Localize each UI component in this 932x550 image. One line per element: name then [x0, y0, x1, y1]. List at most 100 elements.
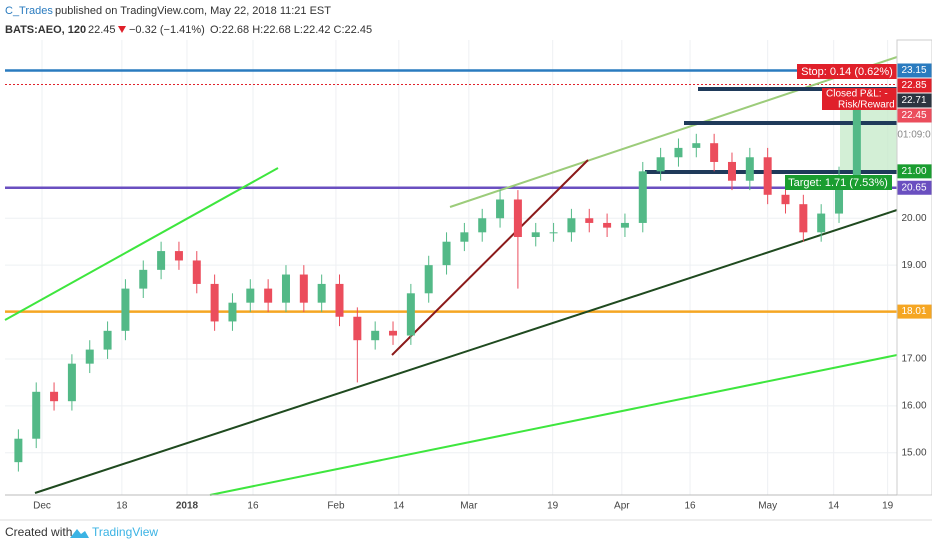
candle-body: [317, 283, 326, 303]
price-axis: [896, 39, 932, 496]
price-tag-label: 22.85: [901, 80, 926, 91]
candle-body: [817, 213, 826, 233]
candle-body: [174, 251, 183, 261]
price-tag: [897, 304, 932, 319]
price-tag: [897, 63, 932, 78]
created-with: Created with: [5, 525, 72, 539]
change: −0.32 (−1.41%): [129, 24, 205, 36]
candle-body: [549, 232, 558, 234]
candle-body: [281, 274, 290, 303]
stop-label: Stop: 0.14 (0.62%): [801, 66, 893, 78]
price-tag-label: 18.01: [901, 306, 926, 317]
candle-body: [299, 274, 308, 303]
price-tag: [897, 93, 932, 108]
target-zone: [840, 101, 897, 172]
y-tick-label: 20.00: [901, 213, 926, 224]
trend-line: [209, 354, 898, 496]
x-tick-label: 19: [547, 501, 559, 512]
x-tick-label: Dec: [33, 501, 51, 512]
price-tag-label: 21.00: [901, 166, 926, 177]
y-tick-label: 15.00: [901, 447, 926, 458]
plot: 15.00 16.00 17.00 19.00 20.00 Dec 18 2018 16 Feb 1…: [4, 40, 932, 512]
trend-line: [391, 159, 589, 356]
price-tag-label: 22.45: [901, 110, 926, 121]
ohlc: O:22.68 H:22.68 L:22.42 C:22.45: [210, 24, 372, 36]
candle-body: [442, 241, 451, 266]
candle-body: [799, 204, 808, 233]
candle-body: [692, 143, 701, 148]
trend-line: [34, 209, 898, 494]
countdown: 01:09:0: [897, 130, 931, 141]
trend-line: [4, 167, 279, 321]
price-tag-label: 23.15: [901, 65, 926, 76]
candle-body: [121, 288, 130, 331]
x-tick-label: 14: [828, 501, 840, 512]
trend-line: [449, 56, 898, 208]
x-tick-label: 16: [684, 501, 696, 512]
x-tick-label: May: [758, 501, 777, 512]
tv-logo: [70, 529, 89, 538]
candle-body: [335, 283, 344, 317]
y-tick-label: 17.00: [901, 354, 926, 365]
pnl-label: Closed P&L: -: [826, 89, 888, 100]
price-tag: [897, 108, 932, 123]
x-tick-label: 16: [247, 501, 259, 512]
candle-body: [603, 222, 612, 228]
candle-body: [852, 105, 861, 177]
candle-body: [763, 157, 772, 195]
candle-body: [710, 143, 719, 162]
candle-body: [157, 251, 166, 270]
last-price: 22.45: [88, 24, 116, 36]
target-box: [785, 175, 892, 190]
price-tag: [897, 78, 932, 93]
x-tick-label: Apr: [614, 501, 630, 512]
brand[interactable]: TradingView: [92, 525, 158, 539]
candle-body: [674, 147, 683, 158]
candle-body: [14, 438, 23, 463]
candle-body: [835, 176, 844, 214]
candle-body: [531, 232, 540, 238]
candle-body: [496, 199, 505, 219]
candle-body: [585, 218, 594, 223]
price-tag-label: 22.71: [901, 95, 926, 106]
candle-body: [638, 171, 647, 223]
candle-body: [781, 194, 790, 205]
candle-body: [264, 288, 273, 303]
candle-body: [67, 363, 76, 402]
x-tick-label: 2018: [176, 501, 199, 512]
candle-body: [460, 232, 469, 242]
target-label: Target: 1.71 (7.53%): [788, 177, 888, 189]
stop-box: [797, 64, 897, 79]
candle-body: [32, 391, 41, 439]
rr-label: Risk/Reward: [838, 100, 895, 111]
candle-body: [478, 218, 487, 233]
author[interactable]: C_Trades: [5, 5, 53, 17]
price-tag: [897, 164, 932, 179]
price-tag: [897, 180, 932, 195]
candle-body: [656, 157, 665, 172]
candle-body: [103, 330, 112, 350]
candle-body: [371, 330, 380, 341]
price-tag-label: 20.65: [901, 182, 926, 193]
x-tick-label: Mar: [460, 501, 478, 512]
candle-body: [620, 222, 629, 228]
candle-body: [228, 302, 237, 322]
published: published on TradingView.com, May 22, 20…: [55, 5, 331, 17]
candle-body: [389, 330, 398, 336]
pnl-box: [822, 88, 897, 110]
candle-body: [424, 265, 433, 294]
candle-body: [406, 293, 415, 336]
candle-body: [513, 199, 522, 238]
x-tick-label: 19: [882, 501, 894, 512]
candle-body: [727, 161, 736, 181]
y-tick-label: 19.00: [901, 260, 926, 271]
candle-body: [745, 157, 754, 181]
down-arrow: [118, 26, 126, 33]
candle-body: [210, 283, 219, 322]
candle-body: [85, 349, 94, 364]
symbol: BATS:AEO, 120: [5, 24, 86, 36]
candle-body: [50, 391, 59, 402]
x-tick-label: 14: [393, 501, 405, 512]
